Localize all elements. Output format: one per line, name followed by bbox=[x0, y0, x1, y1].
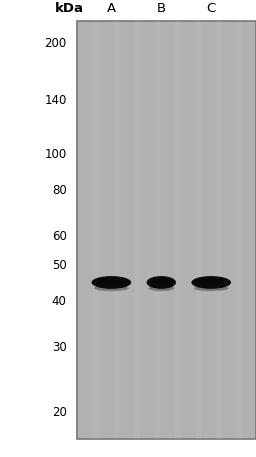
Text: 80: 80 bbox=[52, 184, 67, 197]
Bar bbox=[134, 21, 140, 439]
Ellipse shape bbox=[153, 279, 170, 283]
Bar bbox=[77, 21, 256, 439]
Text: 20: 20 bbox=[52, 406, 67, 419]
Text: 30: 30 bbox=[52, 341, 67, 354]
Text: 100: 100 bbox=[44, 148, 67, 161]
Ellipse shape bbox=[92, 276, 131, 289]
Bar bbox=[237, 21, 242, 439]
Ellipse shape bbox=[191, 276, 231, 289]
Text: kDa: kDa bbox=[55, 2, 84, 15]
Bar bbox=[175, 21, 181, 439]
Text: 40: 40 bbox=[52, 295, 67, 308]
Bar bbox=[155, 21, 160, 439]
Text: 140: 140 bbox=[44, 94, 67, 107]
Text: 60: 60 bbox=[52, 230, 67, 243]
Bar bbox=[216, 21, 222, 439]
Text: B: B bbox=[157, 2, 166, 15]
Ellipse shape bbox=[146, 276, 176, 289]
Text: C: C bbox=[207, 2, 216, 15]
Bar bbox=[196, 21, 201, 439]
Ellipse shape bbox=[94, 285, 129, 291]
Ellipse shape bbox=[199, 279, 223, 283]
Bar bbox=[93, 21, 99, 439]
Ellipse shape bbox=[194, 285, 229, 291]
Text: 200: 200 bbox=[44, 37, 67, 49]
Bar bbox=[114, 21, 119, 439]
Ellipse shape bbox=[148, 285, 174, 291]
Text: 50: 50 bbox=[52, 259, 67, 272]
Ellipse shape bbox=[99, 279, 123, 283]
Text: A: A bbox=[107, 2, 116, 15]
